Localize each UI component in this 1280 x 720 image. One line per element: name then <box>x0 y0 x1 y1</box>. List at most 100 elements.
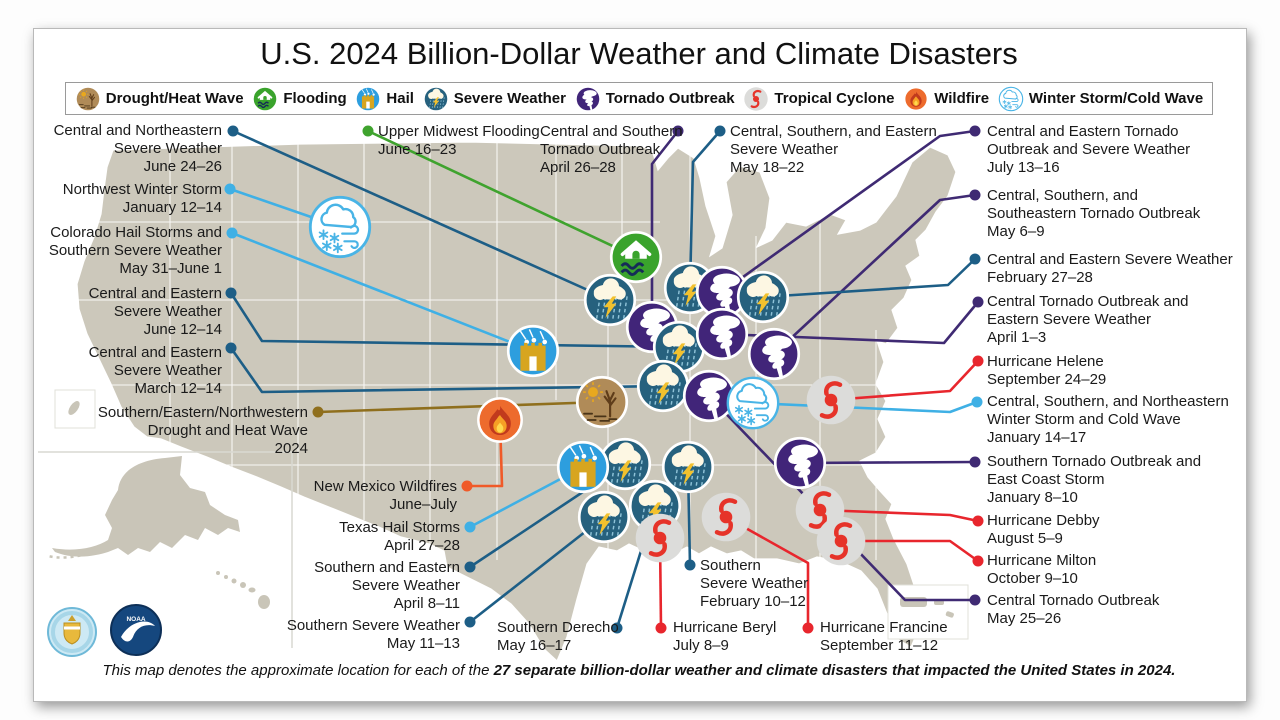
drought-icon <box>75 85 101 112</box>
label-dot <box>464 561 476 573</box>
connector-line <box>232 129 611 302</box>
tornado-icon <box>747 327 801 381</box>
label-dot <box>464 616 476 628</box>
legend-item-wildfire: Wildfire <box>903 86 989 112</box>
marker-tornado <box>695 307 749 361</box>
tornado-icon <box>575 85 601 112</box>
map-label-line: East Coast Storm <box>987 471 1105 488</box>
hail-icon <box>355 85 381 112</box>
map-label: Northwest Winter Storm January 12–14 <box>63 181 222 217</box>
map-label-line: Central and Eastern Tornado <box>987 123 1179 140</box>
connector-line <box>721 129 976 294</box>
legend-item-label: Tornado Outbreak <box>605 90 735 107</box>
map-label: Central and Eastern Severe Weather March 1… <box>89 344 222 398</box>
severe-icon <box>661 440 715 494</box>
map-label-line: Hurricane Debby <box>987 512 1100 529</box>
connector-line <box>752 400 978 414</box>
legend-item-label: Flooding <box>283 90 347 107</box>
cyclone-icon <box>806 375 856 425</box>
map-label-line: Texas Hail Storms <box>339 519 460 536</box>
label-dot <box>362 125 374 137</box>
page-title: U.S. 2024 Billion-Dollar Weather and Cli… <box>260 36 1018 71</box>
cyclone-icon <box>744 86 769 111</box>
map-label-line: Winter Storm and Cold Wave <box>987 411 1181 428</box>
hawaii-islands <box>216 571 270 609</box>
map-label: Hurricane Helene September 24–29 <box>987 353 1106 389</box>
legend-item-label: Winter Storm/Cold Wave <box>1028 90 1204 107</box>
map-label-line: Hurricane Beryl <box>673 619 777 636</box>
marker-tornado <box>695 265 749 319</box>
map-label: Hurricane Francine September 11–12 <box>820 619 948 655</box>
map-label-line: Southern Tornado Outbreak and <box>987 453 1202 470</box>
flood-icon <box>252 85 278 112</box>
legend-item-severe: Severe Weather <box>423 85 566 112</box>
map-label-line: July 13–16 <box>987 159 1060 176</box>
map-label-line: Severe Weather <box>113 303 222 320</box>
legend-item-drought: Drought/Heat Wave <box>75 85 244 112</box>
map-label-line: March 12–14 <box>134 380 222 397</box>
noaa-logo: NOAA <box>110 604 162 656</box>
marker-cyclone <box>814 514 868 568</box>
winter-legend-icon <box>998 86 1024 112</box>
cyclone-icon <box>701 492 751 542</box>
cyclone-legend-icon <box>743 86 769 112</box>
map-label-line: Hurricane Francine <box>820 619 948 636</box>
marker-winter <box>307 194 373 260</box>
svg-text:NOAA: NOAA <box>126 616 145 623</box>
marker-cyclone <box>699 490 753 544</box>
alaska-silhouette <box>52 456 240 557</box>
map-label: Hurricane Milton October 9–10 <box>987 552 1096 588</box>
map-label-line: Tornado Outbreak <box>540 141 661 158</box>
marker-tornado <box>747 327 801 381</box>
label-dot <box>461 480 473 492</box>
marker-hail <box>506 324 560 378</box>
marker-severe <box>661 440 715 494</box>
map-label-line: June 16–23 <box>378 141 457 158</box>
map-label-line: Drought and Heat Wave <box>147 422 308 439</box>
label-dot <box>972 296 984 308</box>
winter-icon <box>998 86 1024 111</box>
marker-tornado <box>773 436 827 490</box>
map-label-line: Southern Derecho <box>497 619 619 636</box>
map-label: Central and Northeastern Severe Weather Ju… <box>54 122 222 176</box>
map-label-line: June 24–26 <box>143 158 222 175</box>
map-label-line: January 14–17 <box>987 429 1087 446</box>
label-dot <box>464 521 476 533</box>
tornado-icon <box>773 436 827 490</box>
map-label-line: Upper Midwest Flooding <box>378 123 540 140</box>
connector-line <box>229 347 664 394</box>
map-label-line: June–July <box>389 496 457 513</box>
map-label-line: April 26–28 <box>540 159 616 176</box>
map-label: Southern Severe Weather February 10–12 <box>700 557 808 611</box>
map-label: Central and Eastern Severe Weather June 12… <box>89 285 222 339</box>
map-label-line: April 1–3 <box>987 329 1047 346</box>
map-label-line: Severe Weather <box>113 362 222 379</box>
severe-icon <box>736 270 790 324</box>
map-label-line: Hurricane Helene <box>987 353 1104 370</box>
wildfire-legend-icon <box>903 86 929 112</box>
map-label-line: Central and Southern <box>540 123 683 140</box>
map-label: Southern Severe Weather May 11–13 <box>287 617 460 653</box>
map-label-line: January 8–10 <box>987 489 1078 506</box>
map-label-line: June 12–14 <box>143 321 222 338</box>
map-label-line: February 27–28 <box>987 269 1093 286</box>
severe-icon <box>577 490 631 544</box>
legend-item-tornado: Tornado Outbreak <box>575 85 735 112</box>
map-label: Hurricane Debby August 5–9 <box>987 512 1100 548</box>
marker-winter <box>725 375 781 431</box>
connector-line <box>317 400 603 414</box>
map-label-line: Northwest Winter Storm <box>62 181 222 198</box>
legend-item-hail: Hail <box>355 85 414 112</box>
map-label-line: Colorado Hail Storms and <box>50 224 222 241</box>
label-dot <box>224 183 236 195</box>
map-label-line: May 25–26 <box>987 610 1062 627</box>
legend-item-label: Hail <box>386 90 414 107</box>
map-label: New Mexico Wildfires June–July <box>314 478 457 514</box>
map-label-line: Central and Eastern <box>88 344 222 361</box>
severe-icon <box>583 273 637 327</box>
hail-legend-icon <box>355 85 381 112</box>
map-label: Central, Southern, and Eastern Severe Wea… <box>730 123 937 177</box>
connector-line <box>841 539 979 563</box>
label-dot <box>802 622 814 634</box>
map-label-line: Southern and Eastern <box>314 559 460 576</box>
